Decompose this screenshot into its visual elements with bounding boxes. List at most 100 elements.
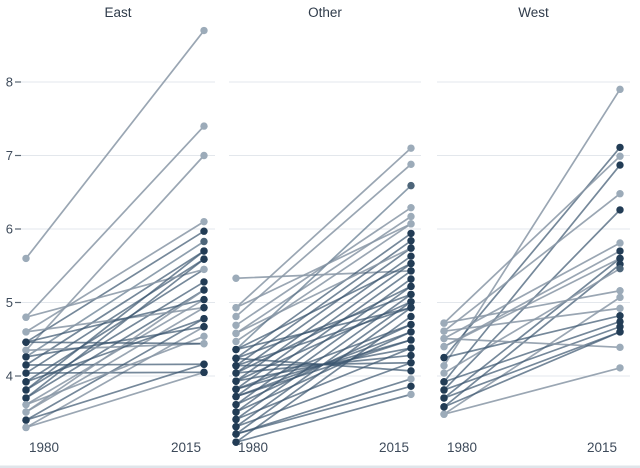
point-2015 bbox=[407, 181, 415, 190]
point-1980 bbox=[232, 438, 240, 446]
point-1980 bbox=[22, 338, 30, 346]
slope-line bbox=[235, 184, 412, 351]
slope-line bbox=[25, 363, 205, 421]
slope-line bbox=[443, 155, 621, 324]
point-2015 bbox=[200, 360, 208, 368]
slope-line bbox=[25, 220, 205, 333]
point-2015 bbox=[200, 323, 208, 331]
point-1980 bbox=[232, 385, 240, 393]
point-1980 bbox=[440, 410, 448, 418]
slope-lines bbox=[443, 88, 621, 416]
slope-line bbox=[235, 247, 412, 374]
slope-line bbox=[25, 268, 205, 319]
point-2015 bbox=[200, 247, 208, 255]
point-2015 bbox=[407, 344, 415, 352]
slope-line bbox=[235, 306, 412, 435]
point-1980 bbox=[232, 303, 240, 312]
x-tick-label: 2015 bbox=[171, 440, 201, 455]
slope-line bbox=[443, 337, 621, 349]
point-1980 bbox=[232, 274, 240, 282]
slope-line bbox=[25, 289, 205, 413]
data-points bbox=[232, 144, 415, 446]
point-2015 bbox=[407, 375, 415, 383]
point-1980 bbox=[232, 354, 240, 363]
slope-line bbox=[25, 335, 205, 406]
point-1980 bbox=[440, 403, 448, 411]
point-1980 bbox=[22, 378, 30, 386]
x-tick-label: 2015 bbox=[587, 440, 617, 455]
slope-line bbox=[235, 393, 412, 443]
point-2015 bbox=[407, 298, 415, 306]
point-1980 bbox=[22, 353, 30, 361]
point-1980 bbox=[22, 369, 30, 377]
slope-line bbox=[25, 230, 205, 344]
slope-line bbox=[235, 262, 412, 351]
point-1980 bbox=[232, 430, 240, 438]
point-2015 bbox=[200, 314, 208, 323]
point-2015 bbox=[616, 190, 624, 198]
slope-line bbox=[25, 240, 205, 358]
slope-line bbox=[235, 385, 412, 435]
facet-title: East bbox=[104, 5, 131, 20]
point-2015 bbox=[407, 320, 415, 329]
point-2015 bbox=[200, 227, 208, 235]
facet-title: West bbox=[518, 5, 549, 20]
point-2015 bbox=[407, 203, 415, 212]
slope-line bbox=[235, 347, 412, 421]
point-1980 bbox=[232, 321, 240, 329]
point-2015 bbox=[200, 26, 208, 35]
slope-line bbox=[235, 331, 412, 413]
slope-line bbox=[25, 250, 205, 366]
point-1980 bbox=[22, 423, 30, 432]
point-1980 bbox=[440, 327, 448, 335]
slope-line bbox=[25, 325, 205, 358]
y-tick-label: 5 bbox=[6, 295, 13, 310]
point-1980 bbox=[232, 329, 240, 338]
y-tick-label: 7 bbox=[6, 148, 13, 163]
point-2015 bbox=[200, 368, 208, 377]
point-1980 bbox=[22, 416, 30, 424]
slope-line bbox=[25, 29, 205, 260]
point-2015 bbox=[407, 336, 415, 344]
slope-line bbox=[25, 268, 205, 383]
point-2015 bbox=[616, 254, 624, 263]
slope-line bbox=[235, 361, 412, 428]
point-2015 bbox=[616, 317, 624, 326]
slope-line bbox=[25, 341, 205, 345]
point-1980 bbox=[232, 312, 240, 321]
x-tick-label: 1980 bbox=[447, 440, 477, 455]
slope-line bbox=[235, 147, 412, 309]
point-1980 bbox=[232, 369, 240, 377]
point-2015 bbox=[200, 237, 208, 246]
point-2015 bbox=[616, 304, 624, 313]
y-tick-label: 4 bbox=[6, 369, 13, 384]
slope-line bbox=[235, 285, 412, 374]
slope-line bbox=[443, 88, 621, 367]
slope-line bbox=[25, 258, 205, 399]
slope-line bbox=[443, 242, 621, 340]
point-2015 bbox=[616, 264, 624, 273]
point-1980 bbox=[232, 400, 240, 409]
point-1980 bbox=[440, 369, 448, 377]
point-1980 bbox=[232, 415, 240, 424]
point-2015 bbox=[200, 265, 208, 274]
point-1980 bbox=[232, 345, 240, 354]
slope-line bbox=[25, 250, 205, 391]
point-2015 bbox=[407, 220, 415, 228]
point-2015 bbox=[616, 206, 624, 214]
slope-line bbox=[25, 363, 205, 366]
slope-line bbox=[235, 215, 412, 335]
point-1980 bbox=[22, 386, 30, 394]
point-2015 bbox=[407, 244, 415, 252]
point-1980 bbox=[440, 342, 448, 351]
point-1980 bbox=[232, 337, 240, 346]
point-1980 bbox=[232, 423, 240, 431]
point-2015 bbox=[407, 229, 415, 238]
slope-line bbox=[25, 298, 205, 406]
point-2015 bbox=[200, 278, 208, 286]
point-2015 bbox=[407, 351, 415, 360]
x-tick-label: 2015 bbox=[379, 440, 409, 455]
slope-line bbox=[25, 371, 205, 374]
point-1980 bbox=[440, 353, 448, 362]
point-2015 bbox=[407, 267, 415, 275]
